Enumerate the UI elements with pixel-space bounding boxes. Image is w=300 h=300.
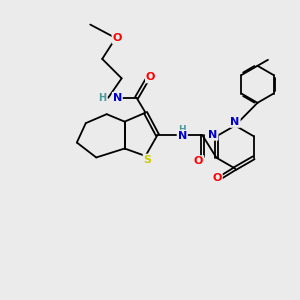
Text: N: N bbox=[178, 131, 187, 141]
Text: S: S bbox=[144, 154, 152, 165]
Text: N: N bbox=[230, 117, 240, 127]
Text: O: O bbox=[212, 173, 222, 183]
Text: O: O bbox=[194, 156, 203, 166]
Text: O: O bbox=[146, 72, 155, 82]
Text: H: H bbox=[99, 93, 107, 103]
Text: H: H bbox=[178, 125, 186, 134]
Text: O: O bbox=[112, 33, 122, 43]
Text: N: N bbox=[208, 130, 218, 140]
Text: N: N bbox=[113, 93, 122, 103]
